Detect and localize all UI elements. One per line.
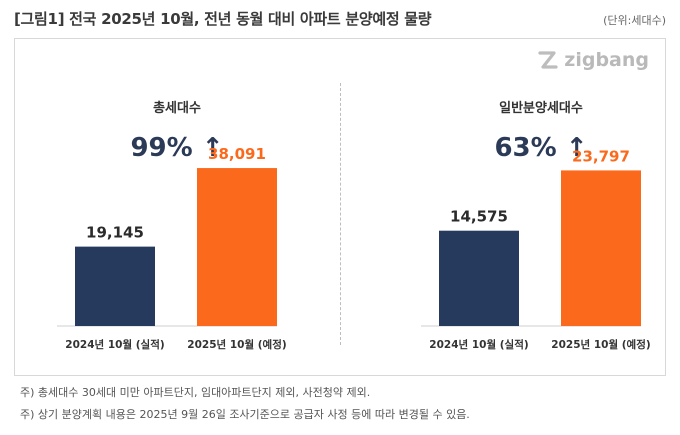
data-label: 38,091 [208,145,266,163]
logo-text: zigbang [564,49,649,71]
change-total: 99% ↑ [130,133,224,163]
category-label: 2024년 10월 (실적) [65,338,164,351]
change-general: 63% ↑ [494,133,588,163]
bar-charts: 19,145 2024년 10월 (실적) 38,091 2025년 10월 (예정)… [57,145,651,351]
data-label: 23,797 [572,147,630,165]
data-label: 19,145 [86,224,144,242]
category-label: 2025년 10월 (예정) [551,338,650,351]
footnote-1: 주) 총세대수 30세대 미만 아파트단지, 임대아파트단지 제외, 사전청약 … [20,386,371,399]
data-label: 14,575 [450,208,508,226]
chart-title: [그림1] 전국 2025년 10월, 전년 동월 대비 아파트 분양예정 물량 [14,10,432,28]
footnote-2: 주) 상기 분양계획 내용은 2025년 9월 26일 조사기준으로 공급자 사… [20,408,470,421]
subtitle-total: 총세대수 [153,101,201,116]
chart-panel: zigbang 총세대수 99% ↑ 일반분양세대수 63% ↑ 19,145 2… [14,38,666,376]
bar [197,168,277,326]
subtitle-general: 일반분양세대수 [499,101,583,116]
bar [439,230,519,326]
zigbang-logo-icon [538,51,558,69]
chart-divider [340,83,341,345]
category-label: 2025년 10월 (예정) [187,338,286,351]
bar [561,170,641,326]
zigbang-logo: zigbang [537,49,649,71]
bar [75,246,155,326]
unit-label: (단위:세대수) [603,14,666,27]
category-label: 2024년 10월 (실적) [429,338,528,351]
